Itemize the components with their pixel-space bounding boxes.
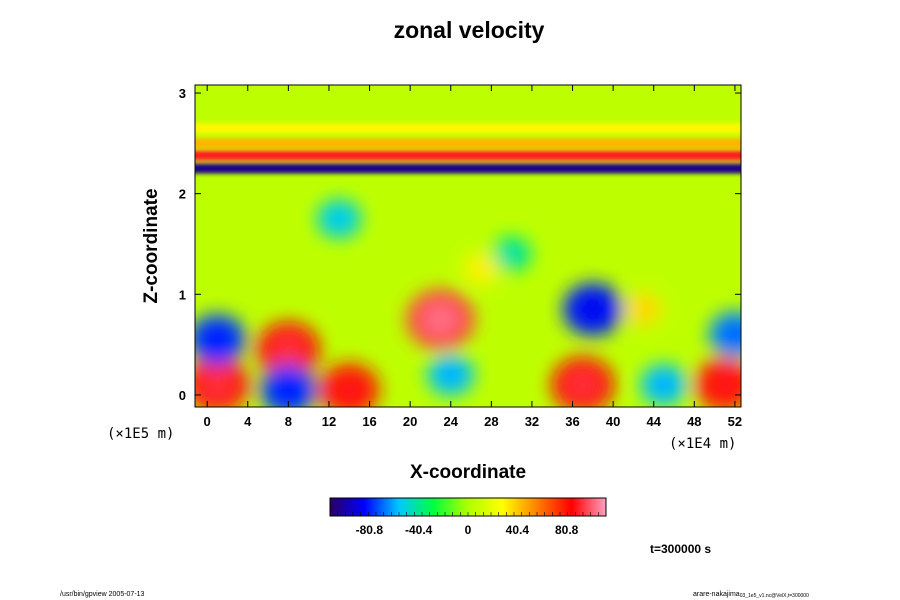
feature-core-7 xyxy=(272,375,305,404)
horizontal-bands xyxy=(195,123,741,174)
y-tick-label: 3 xyxy=(179,86,186,101)
colorbar-tick-label: 80.8 xyxy=(555,523,579,537)
feature-core-10 xyxy=(650,373,677,397)
feature-core-3 xyxy=(332,375,366,405)
feature-core-0 xyxy=(422,303,460,336)
x-tick-label: 48 xyxy=(687,414,701,429)
x-tick-label: 24 xyxy=(444,414,459,429)
feature-core-4 xyxy=(565,369,600,401)
y-tick-label: 0 xyxy=(179,388,186,403)
colorbar-tick-label: -40.4 xyxy=(405,523,433,537)
velocity-features xyxy=(195,198,741,407)
x-tick-label: 52 xyxy=(728,414,742,429)
feature-core-5 xyxy=(708,370,741,400)
x-tick-label: 4 xyxy=(244,414,252,429)
colorbar-tick-label: 0 xyxy=(465,523,472,537)
feature-core-12 xyxy=(326,207,352,230)
time-label: t=300000 s xyxy=(650,542,711,556)
colorbar-tick-label: -80.8 xyxy=(356,523,384,537)
x-tick-label: 20 xyxy=(403,414,417,429)
chart-title: zonal velocity xyxy=(394,17,545,43)
x-tick-label: 44 xyxy=(646,414,661,429)
feature-core-9 xyxy=(576,294,610,325)
heatmap-field xyxy=(195,85,741,407)
footer-right-main: arare-nakajima xyxy=(693,591,740,598)
footer-right-sub: 03_1e5_v1.nc@VelX,t=300000 xyxy=(740,593,809,599)
x-tick-label: 12 xyxy=(322,414,336,429)
colorbar-ticks: -80.8 -40.4 0 40.4 80.8 xyxy=(337,512,599,537)
feature-core-14 xyxy=(633,300,654,319)
x-axis-label: X-coordinate xyxy=(410,462,526,483)
band-1 xyxy=(195,150,741,161)
feature-core-13 xyxy=(500,244,523,264)
feature-core-11 xyxy=(720,321,741,348)
y-axis: 0 1 2 3 xyxy=(179,86,741,403)
y-axis-label: Z-coordinate xyxy=(141,188,162,303)
feature-core-1 xyxy=(200,369,235,401)
x-tick-label: 8 xyxy=(285,414,292,429)
x-tick-label: 28 xyxy=(484,414,498,429)
plot-frame xyxy=(194,84,742,408)
feature-core-2 xyxy=(271,334,306,365)
feature-core-6 xyxy=(201,325,234,354)
x-tick-label: 40 xyxy=(606,414,620,429)
x-tick-label: 0 xyxy=(204,414,211,429)
y-tick-label: 2 xyxy=(179,187,186,202)
colorbar-tick-label: 40.4 xyxy=(506,523,530,537)
x-units-label: (×1E4 m) xyxy=(669,436,736,452)
y-units-label: (×1E5 m) xyxy=(107,426,174,442)
band-2 xyxy=(195,138,741,149)
y-tick-label: 1 xyxy=(179,287,186,302)
x-tick-label: 36 xyxy=(565,414,579,429)
footer-left: /usr/bin/gpview 2005-07-13 xyxy=(60,591,145,598)
band-3 xyxy=(195,123,741,134)
feature-core-8 xyxy=(437,363,464,387)
feature-core-15 xyxy=(471,260,491,278)
footer-right: arare-nakajima03_1e5_v1.nc@VelX,t=300000 xyxy=(693,591,809,599)
band-0 xyxy=(195,163,741,174)
x-axis: 0 4 8 12 16 20 24 28 32 36 40 44 48 52 xyxy=(204,85,742,429)
x-tick-label: 32 xyxy=(525,414,539,429)
x-tick-label: 16 xyxy=(362,414,376,429)
